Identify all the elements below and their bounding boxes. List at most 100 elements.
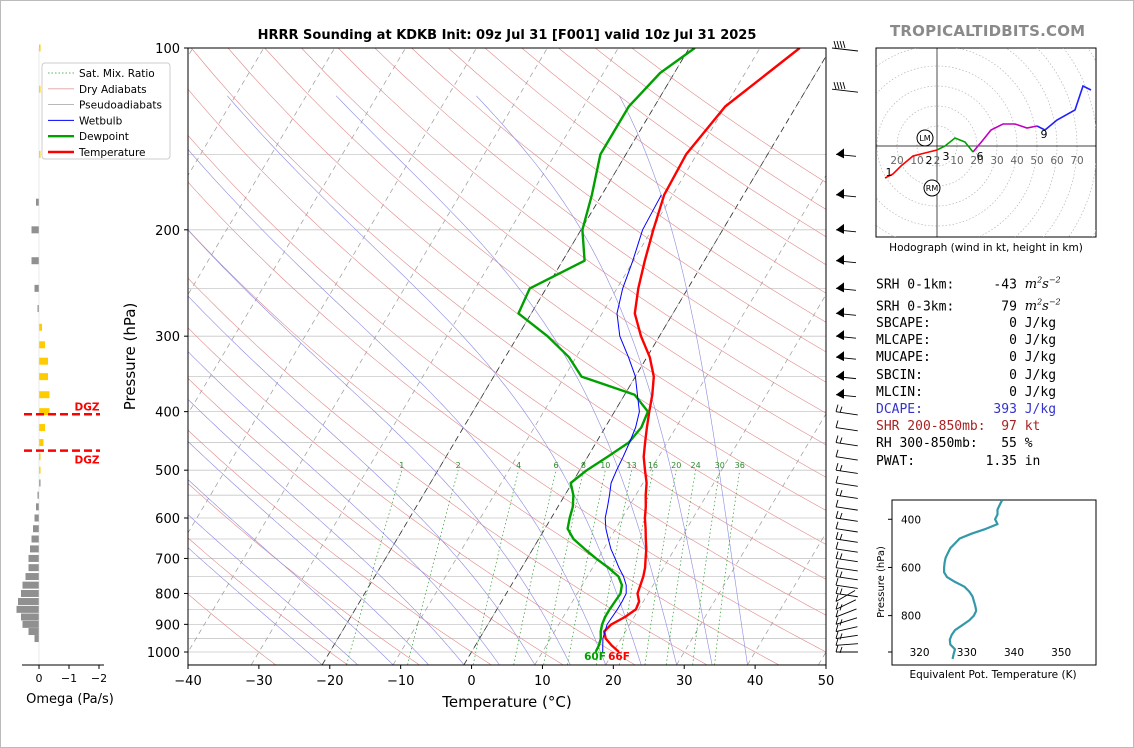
index-value: 79 — [1001, 298, 1017, 314]
hodograph-height-label: 3 — [943, 150, 950, 163]
skewt-legend: Sat. Mix. Ratio Dry Adiabats Pseudoadiabat… — [41, 62, 171, 160]
hodograph-ring-label: 10 — [950, 155, 963, 167]
wind-barb-feather — [835, 449, 839, 457]
wind-barb-staff — [835, 494, 858, 499]
hodograph-trace — [1036, 84, 1092, 131]
y-tick-label: 300 — [155, 330, 180, 345]
wind-barb-staff — [835, 442, 858, 447]
wind-barb-flag — [836, 282, 844, 293]
index-row: DCAPE: 393 J/kg — [876, 401, 1061, 418]
wind-barb-feather — [835, 551, 839, 559]
index-unit: in — [1024, 453, 1041, 469]
wind-barb-feather — [835, 488, 839, 496]
wind-barb-feather — [835, 435, 839, 443]
theta-e-y-axis-label: Pressure (hPa) — [876, 546, 887, 618]
wind-barb-staff — [835, 608, 857, 618]
y-tick-label: 700 — [155, 552, 180, 567]
index-label: RH 300-850mb: — [876, 436, 978, 452]
wind-barb-staff — [835, 599, 857, 610]
legend-label: Wetbulb — [79, 115, 123, 127]
moist-adiabat — [188, 148, 606, 665]
moist-adiabat — [188, 479, 394, 665]
omega-bar — [34, 284, 39, 292]
wind-barb-flag — [836, 223, 844, 234]
mixing-ratio-label: 10 — [600, 461, 610, 470]
index-value: 393 — [993, 402, 1017, 418]
series-dewpoint — [517, 48, 696, 653]
mixing-ratio-label: 4 — [516, 461, 521, 470]
wind-barb-feather — [835, 594, 839, 602]
wind-barb-staff — [835, 194, 857, 198]
mixing-ratio-line — [714, 470, 741, 665]
omega-bar — [39, 150, 41, 158]
mixing-ratio-label: 2 — [456, 461, 461, 470]
surface-labels: 60F 66F — [584, 651, 630, 663]
isotherm — [676, 413, 826, 665]
index-label: SRH 0-1km: — [876, 277, 955, 293]
theta-e-frame — [891, 499, 1097, 666]
wind-barb-feather — [839, 465, 843, 472]
storm-motion-marker — [923, 179, 941, 197]
isotherm — [605, 293, 826, 665]
wind-barb-feather — [835, 609, 839, 618]
wind-barb-staff — [831, 88, 859, 93]
wind-barb-feather — [835, 617, 839, 625]
sounding-indices: SRH 0-1km: -43 m2s−2 SRH 0-3km: 79 m2s−2 S… — [876, 272, 1061, 470]
y-tick-label: 500 — [155, 464, 180, 479]
omega-bar — [39, 453, 41, 461]
wind-barb-feather — [839, 406, 843, 413]
wind-barb-staff — [835, 456, 858, 461]
index-unit: m2s−2 — [1025, 298, 1061, 314]
wind-barb-staff — [835, 576, 858, 581]
dry-adiabat — [188, 593, 276, 665]
omega-panel: 0 −1 −2 Omega (Pa/s) DGZ DGZ — [16, 44, 114, 707]
storm-motion-label: LM — [919, 134, 930, 143]
wind-barb-feather — [839, 82, 843, 90]
index-value: 1.35 — [985, 453, 1017, 469]
moist-adiabat — [188, 351, 500, 665]
wind-barb-feather — [839, 437, 843, 444]
dry-adiabat — [301, 48, 826, 446]
moist-adiabat — [188, 229, 571, 665]
theta-e-x-tick-label: 330 — [957, 647, 977, 659]
index-unit: J/kg — [1024, 333, 1057, 349]
x-tick-label: 30 — [676, 674, 693, 689]
index-unit: J/kg — [1024, 367, 1057, 383]
wind-barb-feather — [839, 633, 843, 640]
omega-bar — [31, 226, 39, 234]
omega-bar — [21, 589, 39, 597]
mixing-ratio-line — [407, 470, 459, 665]
wind-barb-staff — [835, 394, 857, 398]
index-row: SHR 200-850mb: 97 kt — [876, 418, 1061, 435]
x-axis-label: Temperature (°C) — [441, 693, 571, 711]
mixing-ratio-labels: 1 2 4 6 8 10 13 16 20 24 30 36 — [399, 461, 744, 470]
wind-barb-staff — [835, 590, 856, 602]
wind-barb-staff — [835, 229, 857, 233]
skewt-profiles — [517, 48, 801, 653]
surface-dewpoint-label: 60F — [584, 651, 606, 663]
dry-adiabat — [188, 88, 826, 580]
dry-adiabat — [188, 134, 826, 616]
omega-bar — [39, 323, 42, 331]
wind-barb-staff — [835, 617, 858, 625]
skewt-axes: −40 −30 −20 −10 0 10 20 30 40 50 100 200 300 400 500 60… — [121, 42, 834, 711]
moist-adiabat — [619, 95, 748, 665]
index-row: MUCAPE: 0 J/kg — [876, 349, 1061, 366]
unit-part: s — [1042, 277, 1049, 293]
omega-bar — [36, 503, 39, 511]
wind-barb-flag — [836, 330, 844, 341]
wind-barb-feather — [835, 475, 839, 484]
wind-barb-staff — [835, 626, 858, 632]
index-unit: % — [1024, 436, 1033, 452]
mixing-ratio-line — [665, 470, 696, 665]
unit-part: −2 — [1048, 276, 1061, 285]
omega-bar — [39, 341, 45, 349]
wind-barb-feather — [835, 578, 839, 586]
index-value: 0 — [1009, 333, 1017, 349]
index-row: PWAT: 1.35 in — [876, 453, 1061, 470]
omega-bar — [39, 479, 41, 487]
index-unit: kt — [1024, 419, 1041, 435]
wind-barb-staff — [831, 47, 859, 52]
legend-label: Pseudoadiabats — [79, 100, 162, 112]
isotherm — [188, 48, 477, 534]
